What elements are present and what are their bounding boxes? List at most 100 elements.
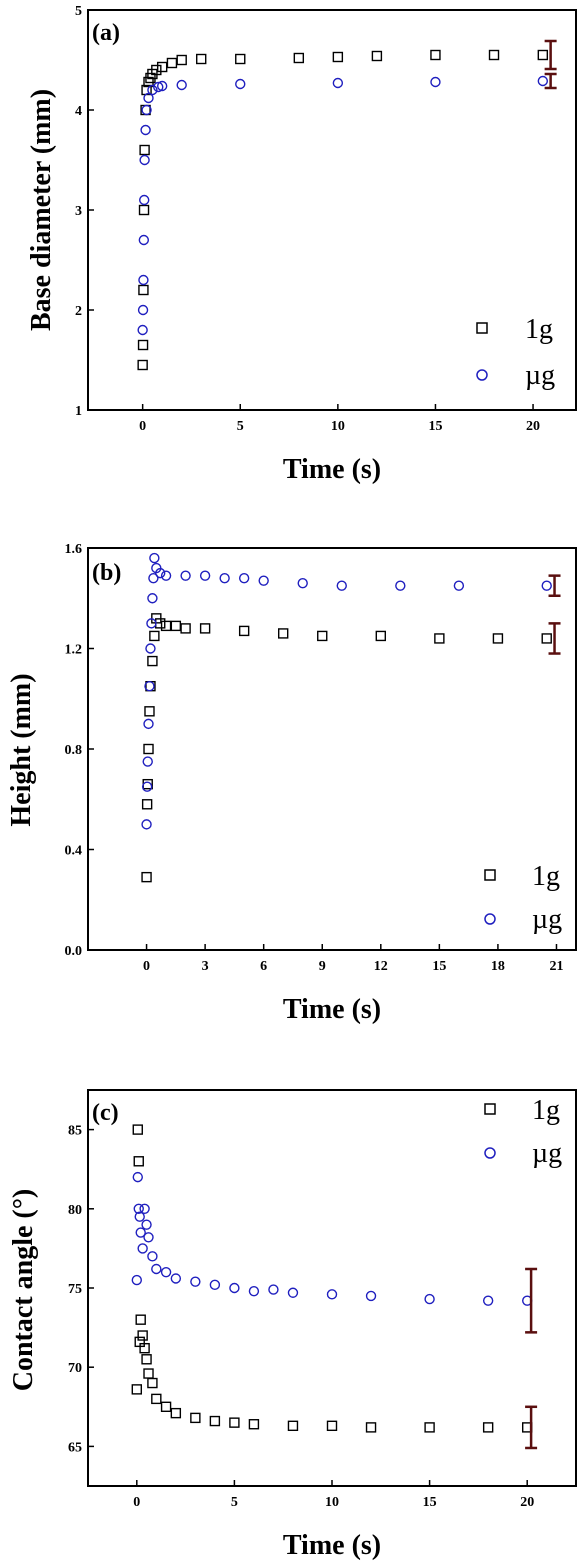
x-axis-label: Time (s) <box>283 994 381 1025</box>
data-point-1g <box>375 630 386 642</box>
x-tick-label: 20 <box>526 419 540 434</box>
data-point-1g <box>149 630 160 642</box>
data-point-1g <box>139 1342 150 1354</box>
data-point-1g <box>166 57 178 69</box>
data-point-ug <box>190 1276 201 1287</box>
panel-label: (b) <box>92 560 121 586</box>
data-point-ug <box>137 304 149 316</box>
data-point-1g <box>434 633 445 644</box>
data-point-ug <box>482 1295 494 1306</box>
y-axis-ticks: 1 2 3 4 5 <box>75 4 94 419</box>
data-marks <box>141 552 561 883</box>
legend-marker-ug <box>476 369 488 381</box>
data-point-ug <box>365 1290 377 1302</box>
data-point-1g <box>209 1415 221 1427</box>
data-point-ug <box>258 575 269 586</box>
data-point-1g <box>293 52 305 64</box>
data-point-1g <box>541 633 552 644</box>
data-point-ug <box>148 572 159 584</box>
data-point-ug <box>143 718 154 730</box>
data-point-1g <box>278 628 289 639</box>
data-point-ug <box>138 234 150 246</box>
x-tick-label: 15 <box>428 419 442 434</box>
x-axis-label: Time (s) <box>283 454 381 485</box>
data-point-1g <box>160 1401 172 1413</box>
data-point-1g <box>132 1124 143 1135</box>
data-point-ug <box>149 552 160 564</box>
legend-label-ug: µg <box>525 360 555 391</box>
x-tick-label: 6 <box>260 959 267 974</box>
data-point-1g <box>170 620 182 632</box>
x-tick-label: 12 <box>374 959 388 974</box>
legend-label-ug: µg <box>532 1138 562 1169</box>
plot-frame <box>87 547 577 951</box>
data-point-1g <box>143 743 154 755</box>
data-point-ug <box>219 572 230 584</box>
data-point-1g <box>160 620 172 632</box>
data-point-1g <box>199 623 211 634</box>
data-point-ug <box>132 1171 143 1183</box>
data-point-1g <box>138 284 149 296</box>
x-tick-label: 0 <box>143 959 150 974</box>
data-point-1g <box>133 1156 144 1167</box>
data-point-ug <box>453 580 465 591</box>
data-point-ug <box>297 577 308 589</box>
data-point-ug <box>142 756 153 767</box>
data-point-ug <box>336 580 347 591</box>
data-point-ug <box>144 680 155 692</box>
data-point-ug <box>235 78 246 90</box>
data-point-ug <box>537 75 549 87</box>
data-point-1g <box>147 655 158 667</box>
data-point-1g <box>143 1368 154 1379</box>
x-tick-label: 18 <box>491 959 505 974</box>
x-tick-label: 20 <box>520 1495 534 1510</box>
y-tick-label: 3 <box>75 204 82 219</box>
data-point-1g <box>147 1377 158 1389</box>
x-tick-label: 21 <box>549 959 563 974</box>
data-point-1g <box>537 49 549 61</box>
data-point-ug <box>176 79 187 91</box>
data-point-ug <box>147 1251 158 1262</box>
x-tick-label: 9 <box>319 959 326 974</box>
legend-marker-1g <box>484 1103 496 1115</box>
data-point-ug <box>145 643 156 654</box>
legend: 1g µg <box>484 861 562 935</box>
legend-label-1g: 1g <box>525 314 553 345</box>
data-point-ug <box>268 1284 279 1295</box>
data-point-1g <box>131 1384 143 1395</box>
x-tick-label: 5 <box>237 419 244 434</box>
panel-b-chart: 0.0 0.4 0.8 1.2 1.6 0 3 6 9 12 15 18 21 (b) Time (s… <box>6 542 577 1025</box>
data-point-1g <box>151 1393 162 1405</box>
data-point-ug <box>248 1285 260 1297</box>
panel-a-chart: 1 2 3 4 5 0 5 10 15 20 (a) Time (s) Base diamete… <box>26 4 577 485</box>
y-tick-label: 0.4 <box>65 844 83 859</box>
y-axis-label: Height (mm) <box>6 673 37 826</box>
panel-c-chart: 65 70 75 80 85 0 5 10 15 20 (c) Time (s) Contact… <box>8 1089 577 1561</box>
data-point-ug <box>199 570 211 581</box>
data-point-1g <box>170 1407 182 1419</box>
legend: 1g µg <box>484 1095 562 1169</box>
y-axis-ticks: 65 70 75 80 85 <box>68 1124 94 1455</box>
data-point-1g <box>141 799 153 810</box>
data-point-ug <box>141 819 152 830</box>
legend-marker-1g <box>476 322 488 334</box>
data-point-ug <box>156 80 168 92</box>
data-point-ug <box>134 1211 145 1222</box>
data-point-1g <box>138 204 150 216</box>
data-point-ug <box>139 1203 150 1215</box>
data-point-ug <box>541 580 552 591</box>
data-point-1g <box>190 1412 201 1424</box>
y-tick-label: 4 <box>75 104 82 119</box>
data-point-ug <box>430 76 441 88</box>
data-point-ug <box>229 1282 240 1294</box>
data-point-1g <box>151 64 162 76</box>
data-point-ug <box>151 1263 162 1275</box>
x-axis-ticks: 0 5 10 15 20 <box>139 404 540 434</box>
y-tick-label: 2 <box>75 304 82 319</box>
y-tick-label: 5 <box>75 4 82 19</box>
data-point-ug <box>141 781 153 792</box>
y-tick-label: 1.2 <box>65 643 83 658</box>
data-point-1g <box>238 625 250 637</box>
data-point-1g <box>248 1419 260 1430</box>
data-point-ug <box>138 274 149 286</box>
